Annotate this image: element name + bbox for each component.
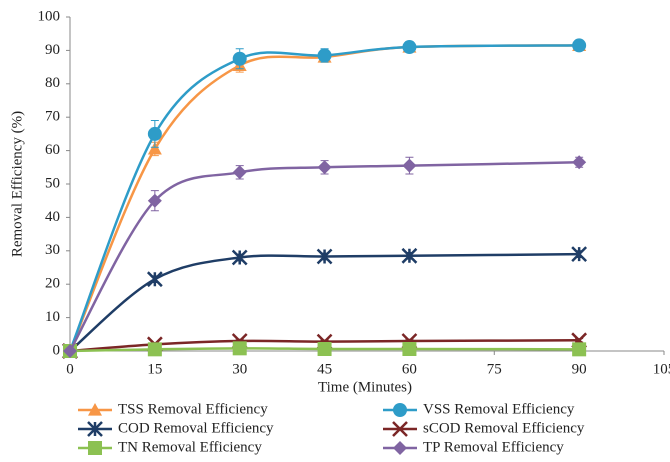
marker xyxy=(88,441,102,455)
marker xyxy=(232,341,247,356)
series-line xyxy=(68,161,580,352)
series-line xyxy=(68,44,580,352)
series-line xyxy=(68,44,580,352)
x-tick-label: 105 xyxy=(653,361,670,377)
legend-label: sCOD Removal Efficiency xyxy=(423,420,585,436)
legend-label: COD Removal Efficiency xyxy=(118,420,274,436)
marker xyxy=(316,248,333,265)
marker xyxy=(146,271,163,288)
marker xyxy=(147,193,162,208)
marker xyxy=(402,40,417,55)
y-tick-label: 100 xyxy=(38,8,61,24)
y-tick-label: 20 xyxy=(45,276,60,292)
y-tick-label: 50 xyxy=(45,175,60,191)
marker xyxy=(393,403,407,417)
marker xyxy=(147,126,162,141)
marker xyxy=(147,141,162,155)
x-tick-label: 60 xyxy=(402,361,417,377)
marker xyxy=(317,341,332,356)
x-tick-label: 45 xyxy=(317,361,332,377)
y-tick-label: 0 xyxy=(53,342,61,358)
marker xyxy=(393,441,407,455)
y-tick-label: 70 xyxy=(45,109,60,125)
x-tick-label: 90 xyxy=(572,361,587,377)
legend-label: VSS Removal Efficiency xyxy=(423,401,575,417)
x-tick-label: 75 xyxy=(487,361,502,377)
legend-label: TP Removal Efficiency xyxy=(423,439,564,455)
marker xyxy=(87,421,103,437)
marker xyxy=(63,344,77,358)
y-tick-label: 10 xyxy=(45,309,60,325)
x-tick-label: 0 xyxy=(66,361,74,377)
marker xyxy=(401,247,418,264)
marker xyxy=(231,249,248,266)
x-tick-label: 15 xyxy=(147,361,162,377)
x-tick-label: 30 xyxy=(232,361,247,377)
marker xyxy=(392,421,408,437)
marker xyxy=(147,342,162,357)
marker xyxy=(402,341,417,356)
marker xyxy=(232,51,247,66)
y-tick-label: 90 xyxy=(45,42,60,58)
marker xyxy=(317,160,332,175)
marker xyxy=(402,158,417,173)
marker xyxy=(572,38,587,53)
y-tick-label: 80 xyxy=(45,75,60,91)
legend-label: TSS Removal Efficiency xyxy=(118,401,268,417)
y-tick-label: 40 xyxy=(45,209,60,225)
series-line xyxy=(69,252,580,352)
y-axis-label: Removal Efficiency (%) xyxy=(9,111,25,257)
x-axis-label: Time (Minutes) xyxy=(318,379,412,395)
marker xyxy=(88,403,102,416)
y-tick-label: 30 xyxy=(45,242,60,258)
marker xyxy=(232,165,247,180)
marker xyxy=(572,342,587,357)
marker xyxy=(572,155,587,170)
legend-label: TN Removal Efficiency xyxy=(118,439,262,455)
marker xyxy=(571,246,588,263)
marker xyxy=(317,48,332,63)
y-tick-label: 60 xyxy=(45,142,60,158)
